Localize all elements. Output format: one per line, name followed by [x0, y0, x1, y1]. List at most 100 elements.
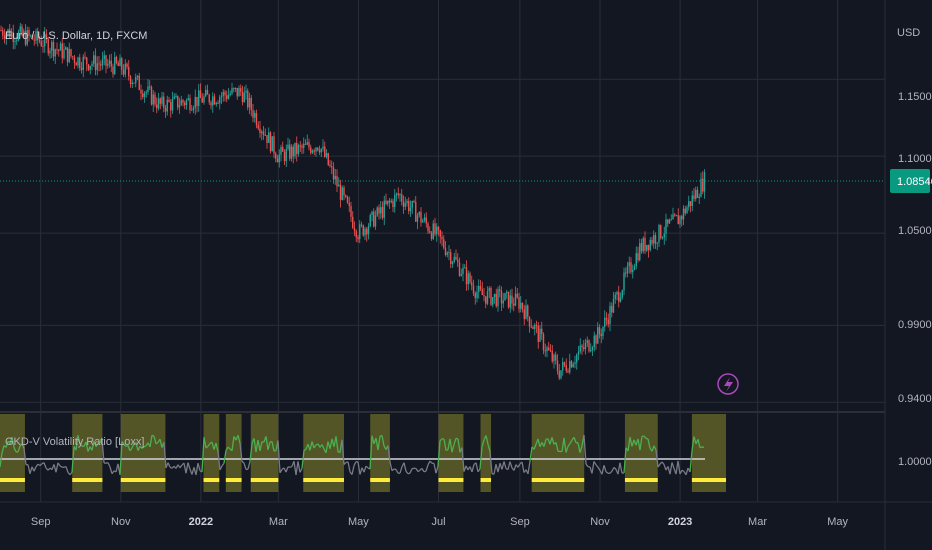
indicator-segment: [223, 450, 227, 464]
candle-body: [12, 31, 14, 42]
indicator-segment: [69, 471, 73, 476]
indicator-segment: [627, 437, 631, 452]
indicator-segment: [93, 440, 97, 447]
candle-body: [600, 333, 602, 337]
price-tick: 1.15000: [898, 91, 932, 103]
indicator-segment: [435, 466, 439, 474]
candle-body: [472, 285, 475, 294]
candle-body: [61, 43, 63, 59]
candle-body: [656, 242, 658, 244]
candle-body: [469, 273, 471, 283]
indicator-segment: [0, 452, 3, 468]
indicator-segment: [55, 462, 59, 473]
candle-body: [455, 256, 457, 260]
candle-body: [563, 362, 566, 365]
candle-body: [227, 94, 230, 99]
indicator-segment: [71, 446, 75, 473]
candle-body: [51, 42, 53, 51]
indicator-segment: [677, 460, 681, 475]
candle-body: [427, 223, 429, 232]
candle-body: [471, 282, 473, 286]
candle-body: [696, 189, 699, 198]
candle-body: [63, 49, 65, 59]
candle-body: [140, 90, 142, 94]
candle-body: [285, 148, 287, 162]
indicator-segment: [247, 461, 251, 470]
candle-body: [516, 293, 518, 298]
indicator-segment: [497, 463, 501, 473]
candle-body: [290, 146, 293, 159]
candle-body: [122, 69, 125, 75]
indicator-segment: [537, 438, 541, 447]
candle-body: [380, 207, 382, 214]
candle-body: [264, 134, 266, 136]
candle-body: [653, 235, 655, 244]
indicator-segment: [567, 443, 571, 447]
candle-body: [98, 63, 100, 65]
candle-body: [565, 364, 567, 371]
indicator-segment: [481, 439, 485, 448]
indicator-segment: [543, 439, 547, 447]
indicator-segment: [445, 449, 449, 451]
candle-body: [296, 142, 298, 155]
indicator-segment: [439, 438, 443, 442]
indicator-segment: [691, 436, 695, 451]
candle-body: [535, 325, 538, 327]
candle-body: [681, 216, 683, 220]
candle-body: [639, 243, 641, 261]
indicator-segment: [645, 437, 649, 440]
indicator-segment: [187, 462, 191, 470]
candle-body: [373, 211, 375, 227]
candle-body: [226, 95, 228, 99]
indicator-segment: [551, 437, 555, 445]
indicator-segment: [697, 439, 701, 448]
candle-body: [152, 94, 154, 105]
indicator-segment: [285, 466, 289, 473]
indicator-signal-bar: [438, 478, 464, 482]
indicator-segment: [59, 465, 63, 468]
indicator-segment: [33, 466, 37, 472]
indicator-segment: [527, 461, 531, 474]
indicator-signal-bar: [0, 478, 25, 482]
candle-body: [546, 347, 548, 352]
candle-body: [423, 217, 426, 221]
symbol-title[interactable]: Euro / U.S. Dollar, 1D, FXCM: [5, 30, 147, 42]
candle-body: [131, 82, 133, 85]
indicator-segment: [203, 437, 207, 449]
candle-body: [500, 290, 503, 304]
candle-body: [317, 147, 319, 151]
candle-body: [247, 90, 249, 108]
indicator-title[interactable]: GKD-V Volatility Ratio [Loxx]: [5, 436, 144, 448]
indicator-signal-bar: [120, 478, 166, 482]
candle-body: [73, 57, 76, 63]
indicator-signal-bar: [531, 478, 585, 482]
candle-body: [588, 340, 590, 352]
candle-body: [476, 291, 478, 298]
candle-body: [80, 67, 83, 71]
time-axis-label: May: [827, 516, 848, 528]
candle-body: [42, 45, 44, 47]
indicator-segment: [295, 461, 299, 476]
candle-body: [614, 294, 616, 299]
candle-body: [467, 273, 469, 285]
time-axis-label: Mar: [748, 516, 767, 528]
candle-body: [128, 66, 130, 77]
candle-body: [493, 293, 496, 297]
candle-body: [609, 306, 611, 325]
candle-body: [390, 200, 392, 203]
candle-body: [94, 55, 97, 71]
indicator-segment: [95, 443, 99, 447]
indicator-segment: [75, 435, 79, 451]
candle-body: [590, 350, 592, 352]
candle-body: [518, 297, 520, 309]
candle-body: [299, 145, 301, 147]
indicator-segment: [243, 462, 247, 470]
indicator-segment: [605, 471, 609, 474]
time-axis[interactable]: Sep Nov 2022 Mar May Jul Sep Nov 2023 Mar May: [31, 516, 849, 528]
candle-body: [408, 200, 410, 212]
lightning-icon[interactable]: [717, 373, 739, 395]
candle-body: [607, 319, 609, 325]
